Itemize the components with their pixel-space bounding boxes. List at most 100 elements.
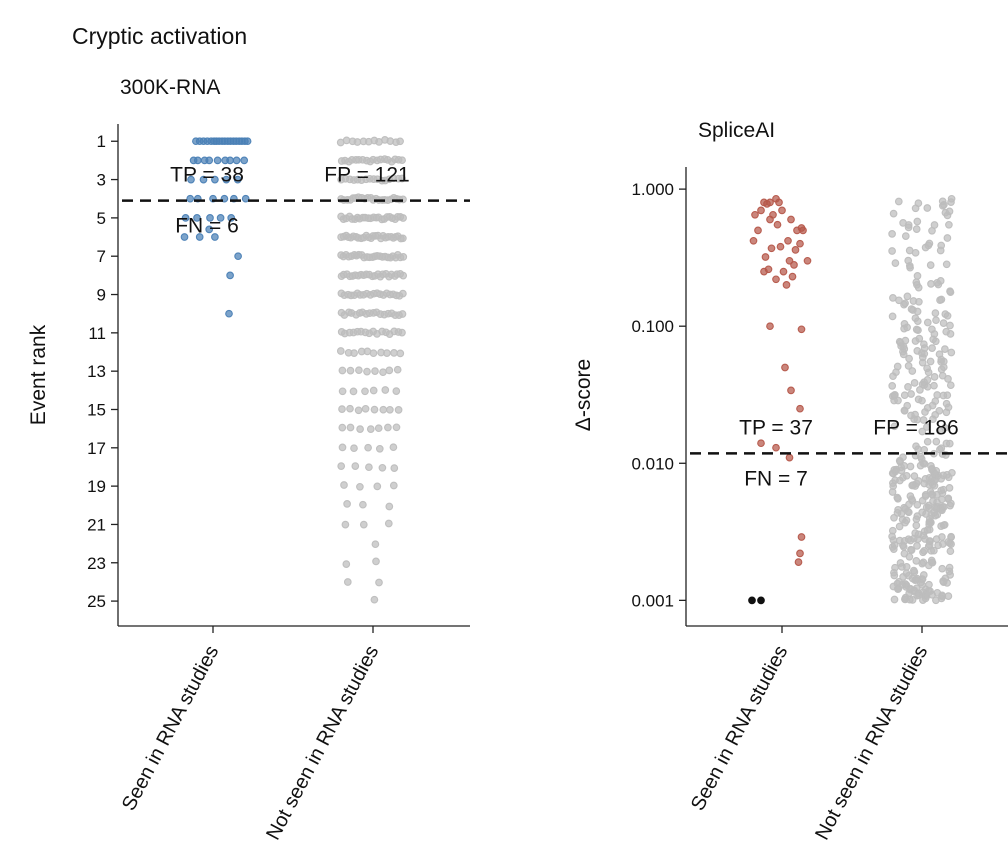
- x-category-label: Not seen in RNA studies: [262, 642, 383, 844]
- data-point: [930, 508, 939, 517]
- data-point: [904, 362, 913, 370]
- data-point: [371, 367, 379, 375]
- data-point: [371, 540, 380, 549]
- data-point: [375, 578, 383, 587]
- data-point: [927, 280, 935, 288]
- data-point: [888, 230, 896, 238]
- data-point: [911, 314, 920, 323]
- data-point: [946, 547, 955, 556]
- data-point: [939, 391, 948, 400]
- data-point: [923, 526, 932, 534]
- panel-300k-rna: 300K-RNA Event rank 13579111315171921232…: [27, 76, 470, 844]
- data-point: [904, 383, 912, 391]
- data-point: [934, 280, 943, 289]
- data-point: [383, 349, 391, 357]
- data-point: [788, 272, 797, 281]
- data-point: [909, 566, 918, 575]
- data-point: [909, 534, 918, 543]
- data-point: [942, 260, 951, 269]
- data-point: [932, 316, 940, 325]
- data-point: [945, 567, 954, 576]
- data-point: [924, 561, 933, 570]
- data-point: [343, 578, 352, 586]
- data-point: [216, 214, 225, 222]
- data-point: [398, 310, 407, 318]
- y-tick-label: 0.010: [631, 454, 674, 473]
- data-point: [935, 350, 944, 359]
- annotation-label: FP = 121: [324, 164, 409, 187]
- data-point: [888, 532, 896, 541]
- data-point: [340, 481, 348, 489]
- data-point: [890, 595, 899, 604]
- data-point: [781, 363, 789, 372]
- data-point: [203, 137, 212, 146]
- data-point: [912, 521, 921, 530]
- data-point: [890, 513, 898, 522]
- data-point: [888, 247, 896, 255]
- data-point: [913, 500, 922, 509]
- data-point: [776, 242, 785, 251]
- x-category-label: Seen in RNA studies: [118, 642, 224, 814]
- data-point: [941, 423, 949, 432]
- data-point: [211, 233, 219, 241]
- data-point: [337, 462, 346, 470]
- data-point: [930, 477, 938, 485]
- data-point: [361, 387, 369, 396]
- figure-title: Cryptic activation: [72, 23, 247, 49]
- data-point: [900, 406, 909, 415]
- y-tick-label: 3: [97, 171, 106, 190]
- data-point-zero: [748, 596, 756, 605]
- data-point: [899, 541, 907, 550]
- data-point: [889, 294, 897, 302]
- data-point: [915, 297, 923, 306]
- data-point: [359, 520, 368, 529]
- data-point: [947, 533, 955, 542]
- data-point: [389, 443, 398, 452]
- y-tick-label: 9: [97, 286, 106, 305]
- data-point: [943, 234, 952, 242]
- y-tick-label: 19: [87, 477, 106, 496]
- data-point: [211, 175, 219, 184]
- data-point: [803, 256, 812, 265]
- data-point: [398, 328, 406, 337]
- y-tick-label: 21: [87, 515, 106, 534]
- data-point: [766, 322, 774, 331]
- data-point: [929, 415, 937, 424]
- data-point: [893, 584, 902, 593]
- data-point: [361, 404, 370, 413]
- data-point: [205, 225, 214, 234]
- data-point: [938, 197, 947, 206]
- data-point: [920, 381, 929, 389]
- y-tick-label: 17: [87, 439, 106, 458]
- data-point: [787, 215, 795, 224]
- data-point: [396, 349, 405, 358]
- data-point: [343, 500, 351, 508]
- data-point: [923, 204, 932, 212]
- annotations: TP = 38 FN = 6 FP = 121: [170, 164, 410, 238]
- y-axis-ticks: 0.001 0.010 0.100 1.000: [631, 180, 686, 610]
- data-point: [943, 311, 952, 320]
- data-point: [794, 558, 803, 566]
- data-point: [919, 548, 927, 557]
- data-point: [947, 198, 955, 206]
- data-point: [754, 226, 762, 235]
- data-point: [901, 593, 910, 602]
- data-point: [889, 209, 898, 218]
- data-point: [926, 357, 935, 366]
- data-point: [910, 472, 919, 480]
- panel-spliceai: SpliceAI Δ-score 0.001 0.010 0.100 1.000 TP…: [572, 119, 1008, 844]
- data-point: [392, 423, 401, 432]
- data-point: [918, 427, 927, 436]
- data-point: [379, 405, 388, 414]
- data-point: [913, 591, 922, 600]
- data-point: [389, 481, 398, 490]
- data-point: [913, 280, 921, 289]
- data-point: [896, 457, 904, 466]
- data-point: [913, 217, 922, 226]
- data-point: [900, 391, 909, 400]
- data-point: [945, 220, 953, 229]
- data-point: [778, 206, 786, 215]
- y-tick-label: 5: [97, 209, 106, 228]
- data-point: [399, 289, 407, 298]
- data-point: [796, 404, 804, 413]
